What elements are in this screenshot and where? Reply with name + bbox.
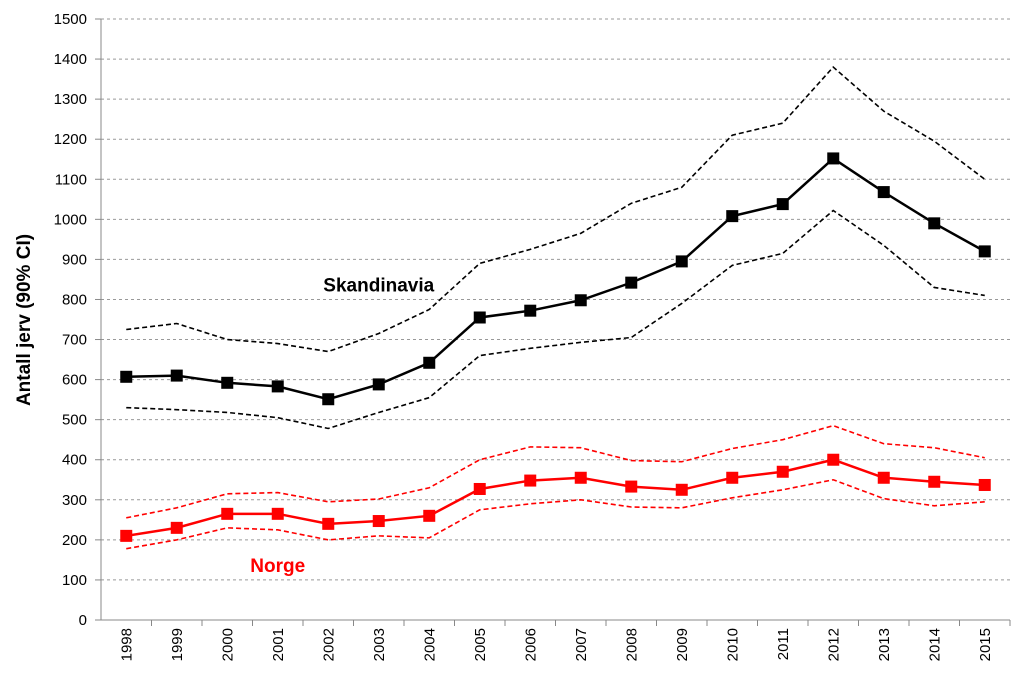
marker [726,210,739,223]
y-tick-label: 100 [62,572,87,589]
y-tick-label: 700 [62,332,87,349]
marker [726,471,739,484]
marker [271,507,284,520]
x-tick-label: 2002 [320,628,337,661]
y-tick-label: 1200 [54,131,87,148]
series-line [126,458,985,538]
marker [473,311,486,324]
marker [322,517,335,530]
x-tick-label: 2013 [876,628,893,661]
marker [877,186,890,199]
y-tick-label: 1100 [55,171,87,188]
x-tick-label: 2010 [724,628,741,661]
marker [574,471,587,484]
marker [221,376,234,389]
x-tick-label: 2001 [270,628,287,661]
marker [978,245,991,258]
marker [423,509,436,522]
y-axis-label: Antall jerv (90% CI) [14,234,35,406]
marker [877,471,890,484]
marker [271,380,284,393]
y-tick-label: 1000 [54,211,87,228]
x-tick-label: 1998 [118,628,135,661]
marker [574,294,587,307]
series-line [126,424,985,519]
x-tick-label: 2007 [573,628,590,661]
x-tick-label: 2011 [775,628,792,660]
y-tick-label: 500 [62,412,87,429]
y-tick-label: 400 [62,452,87,469]
marker [776,198,789,211]
x-tick-label: 1999 [169,628,186,661]
series-line [126,209,985,430]
marker [170,521,183,534]
marker [675,483,688,496]
x-tick-label: 2014 [926,628,943,661]
series-line [126,478,985,550]
marker [473,482,486,495]
marker [372,515,385,528]
x-tick-label: 2005 [472,628,489,661]
x-tick-label: 2012 [825,628,842,661]
x-tick-label: 2004 [421,628,438,661]
marker [322,393,335,406]
x-tick-label: 2008 [623,628,640,661]
annotation: Skandinavia [323,275,434,296]
marker [625,480,638,493]
y-tick-label: 900 [62,251,87,268]
series-line [126,65,986,353]
x-tick-label: 2000 [219,628,236,661]
marker [170,369,183,382]
marker [221,507,234,520]
annotation: Norge [250,556,305,577]
x-tick-label: 2006 [522,628,539,661]
marker [827,453,840,466]
marker [524,474,537,487]
marker [675,255,688,268]
marker [625,276,638,289]
marker [978,478,991,491]
marker [524,304,537,317]
y-tick-label: 200 [62,532,87,549]
x-tick-label: 2003 [371,628,388,661]
y-tick-label: 300 [62,492,87,509]
y-tick-label: 0 [79,612,87,629]
marker [928,475,941,488]
marker [928,217,941,230]
marker [423,356,436,369]
series-line [126,156,986,401]
marker [120,370,133,383]
marker [120,529,133,542]
y-tick-label: 1300 [54,91,87,108]
marker [827,152,840,165]
x-tick-label: 2015 [977,628,994,661]
y-tick-label: 600 [62,372,87,389]
marker [372,378,385,391]
y-tick-label: 800 [62,291,87,308]
x-tick-label: 2009 [674,628,691,661]
marker [776,465,789,478]
y-tick-label: 1400 [54,51,87,68]
y-tick-label: 1500 [54,11,87,28]
